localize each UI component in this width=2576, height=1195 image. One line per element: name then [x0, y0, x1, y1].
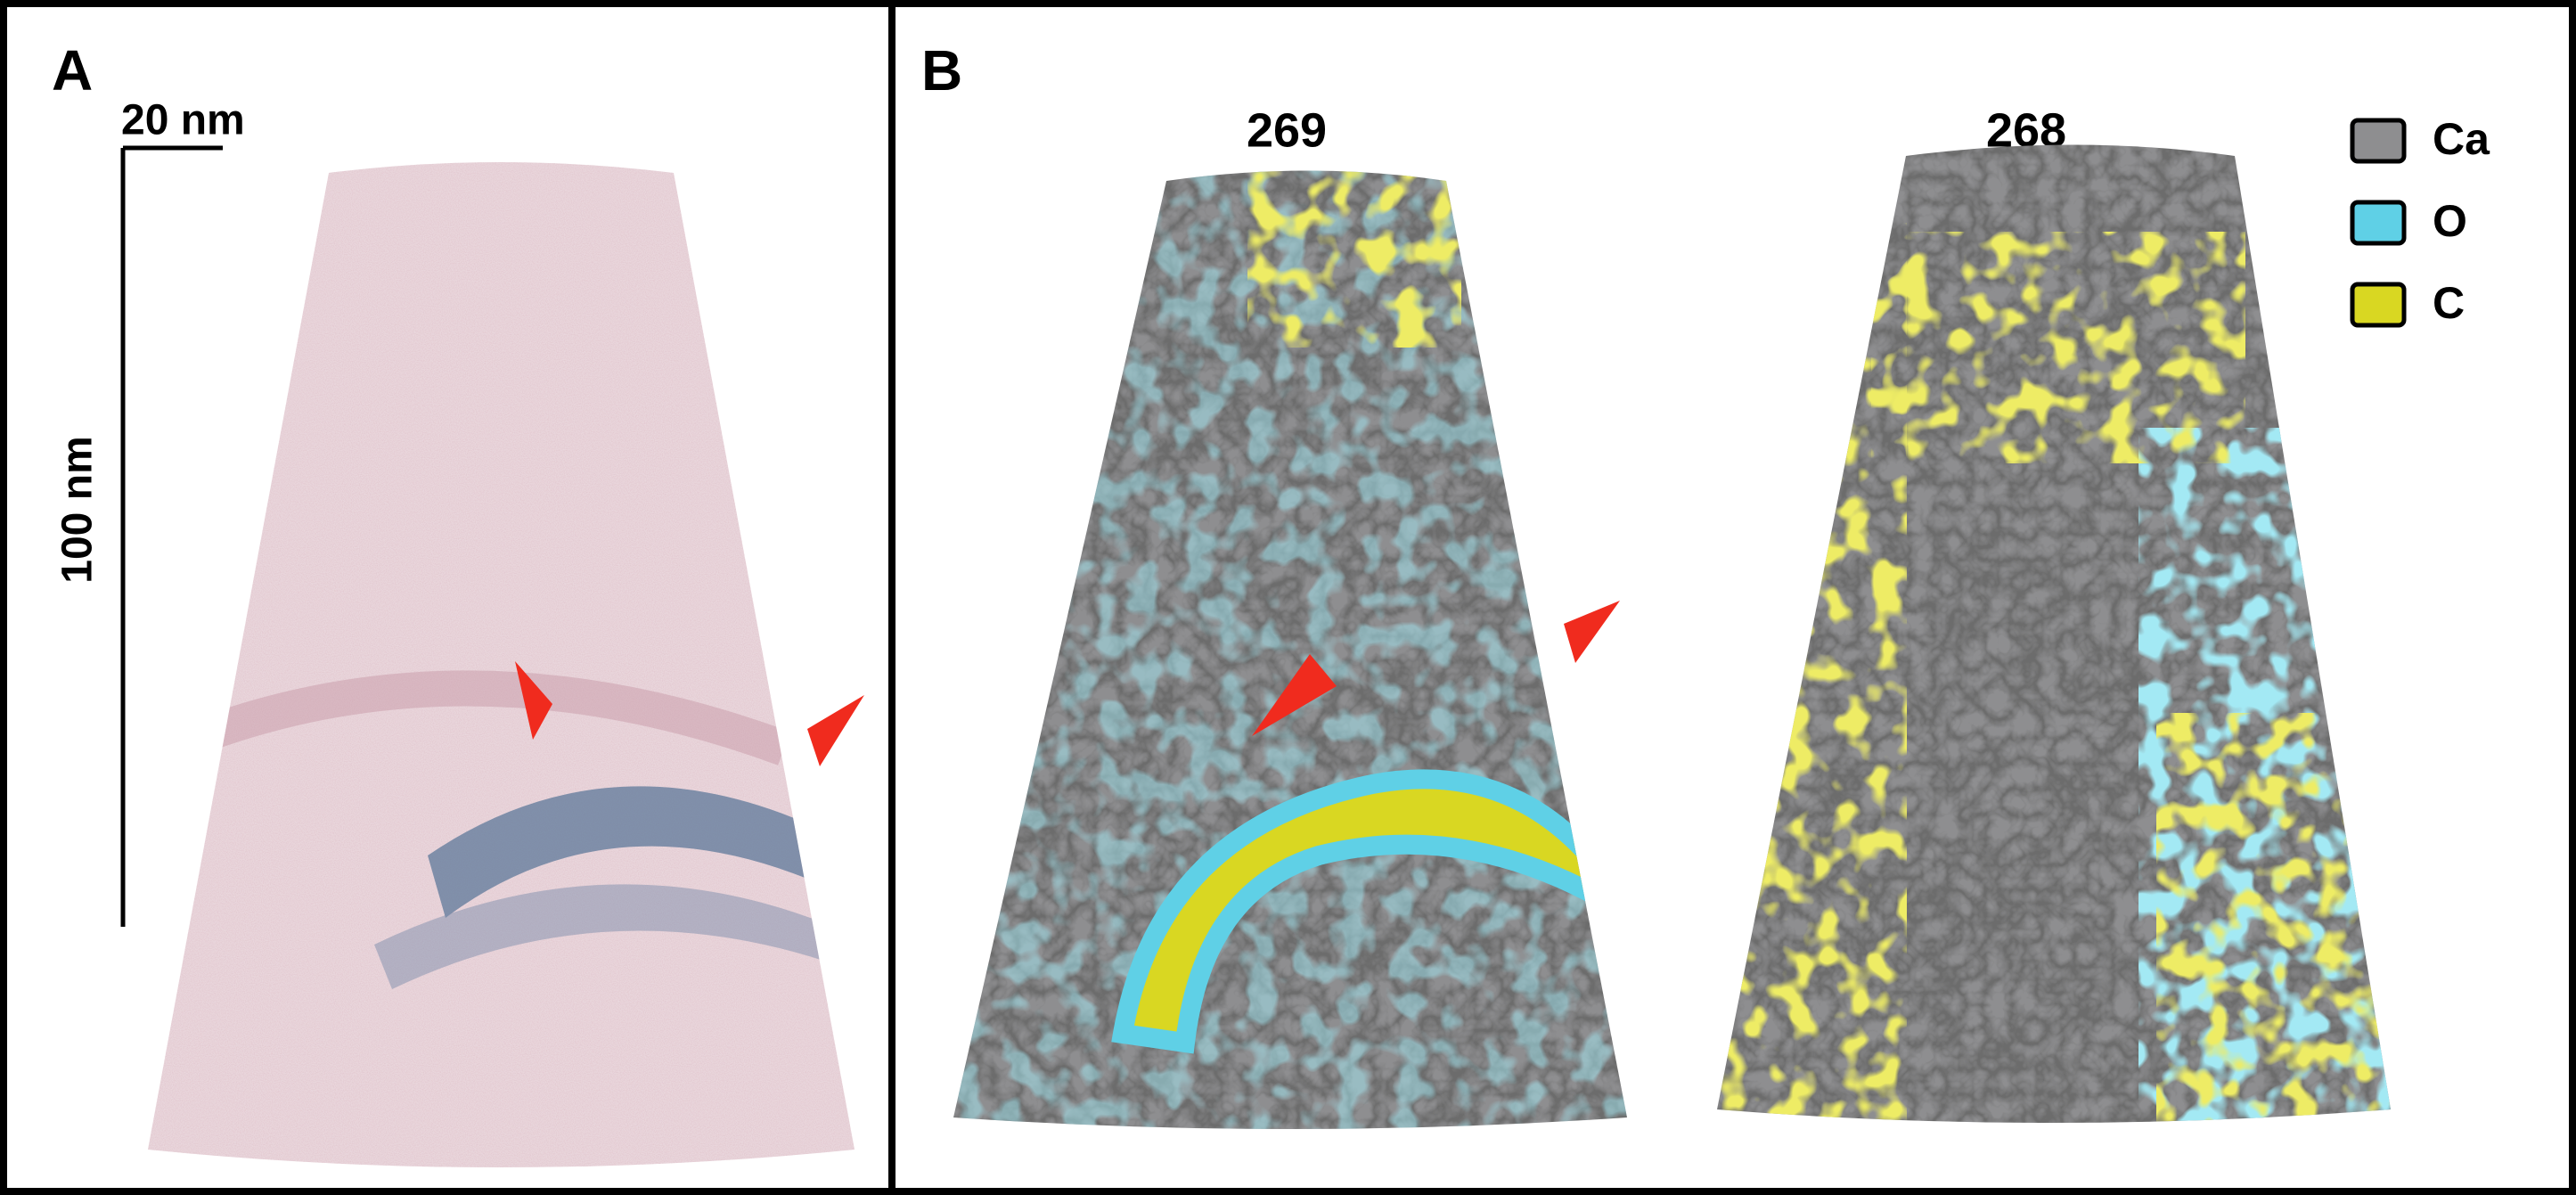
isosurface [1717, 144, 2391, 1123]
legend-swatch [2350, 200, 2407, 246]
arrowhead [515, 661, 552, 740]
legend-text: O [2433, 196, 2467, 246]
scale-text: 20 nm [121, 97, 245, 144]
atom-map [148, 162, 855, 1167]
arrowhead [807, 695, 864, 766]
legend-text: C [2433, 278, 2465, 328]
legend-text: Ca [2433, 114, 2490, 164]
tip-id: 269 [1247, 103, 1327, 157]
scale-text: 100 nm [54, 436, 102, 583]
arrowhead [1564, 601, 1620, 663]
legend: Ca OC [2350, 114, 2490, 328]
legend-swatch [2350, 118, 2407, 164]
legend-swatch [2350, 282, 2407, 328]
isosurface [953, 170, 1627, 1129]
arrowhead [1252, 654, 1337, 736]
panel-label: A [52, 38, 93, 102]
panel-label: B [921, 38, 962, 102]
